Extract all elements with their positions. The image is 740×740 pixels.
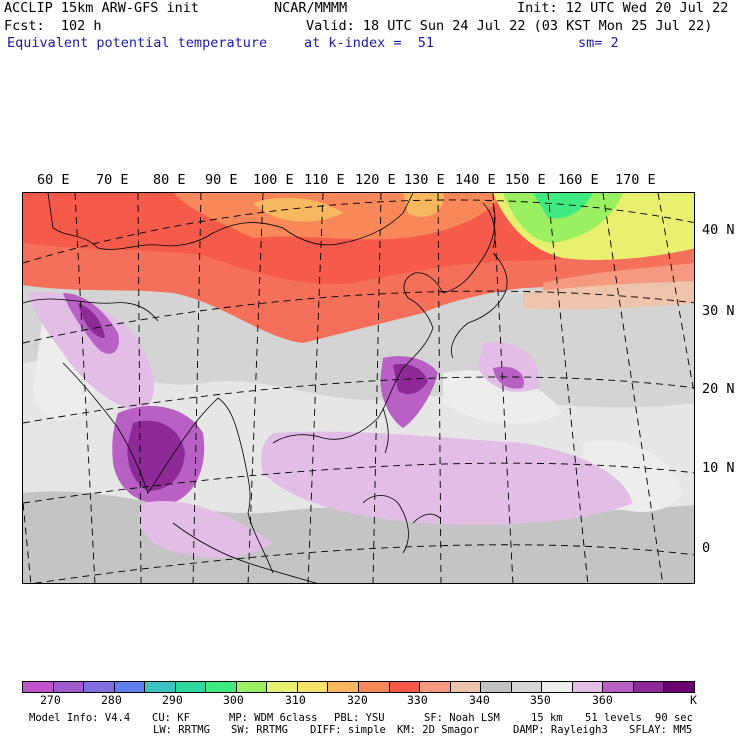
footer-timestep: 90 sec <box>655 712 693 724</box>
colorbar-label: 310 <box>285 693 306 707</box>
footer-sf: SF: Noah LSM <box>424 712 500 724</box>
lon-label: 100 E <box>253 172 294 188</box>
theta-e-map <box>22 192 695 584</box>
lon-label: 170 E <box>615 172 656 188</box>
colorbar-swatch <box>603 682 634 692</box>
lon-label: 60 E <box>37 172 70 188</box>
footer-diff: DIFF: simple <box>310 724 386 736</box>
footer-levels: 51 levels <box>585 712 642 724</box>
colorbar-swatch <box>206 682 237 692</box>
colorbar <box>22 681 695 693</box>
footer-damp: DAMP: Rayleigh3 <box>513 724 608 736</box>
colorbar-swatch <box>359 682 390 692</box>
colorbar-swatch <box>633 682 665 692</box>
colorbar-label: 280 <box>101 693 122 707</box>
forecast-hour: Fcst: 102 h <box>4 18 102 34</box>
colorbar-swatch <box>175 682 207 692</box>
colorbar-swatch <box>511 682 543 692</box>
lon-label: 120 E <box>355 172 396 188</box>
lon-label: 70 E <box>96 172 129 188</box>
lon-label: 90 E <box>205 172 238 188</box>
colorbar-label: 300 <box>223 693 244 707</box>
colorbar-label: 320 <box>347 693 368 707</box>
lon-label: 110 E <box>304 172 345 188</box>
colorbar-label: 350 <box>530 693 551 707</box>
footer-km: KM: 2D Smagor <box>397 724 480 736</box>
colorbar-swatch <box>450 682 482 692</box>
smoothing-label: sm= 2 <box>578 35 619 51</box>
valid-time: Valid: 18 UTC Sun 24 Jul 22 (03 KST Mon … <box>306 18 713 34</box>
footer-lw: LW: RRTMG <box>153 724 210 736</box>
lat-label: 10 N <box>702 460 735 476</box>
model-title: ACCLIP 15km ARW-GFS init <box>4 0 200 16</box>
footer-pbl: PBL: YSU <box>334 712 385 724</box>
lon-label: 140 E <box>455 172 496 188</box>
init-time: Init: 12 UTC Wed 20 Jul 22 <box>517 0 729 16</box>
lon-label: 80 E <box>153 172 186 188</box>
colorbar-label: 270 <box>40 693 61 707</box>
colorbar-swatch <box>84 682 115 692</box>
colorbar-unit: K <box>690 693 697 707</box>
colorbar-label: 340 <box>469 693 490 707</box>
colorbar-swatch <box>145 682 176 692</box>
field-name: Equivalent potential temperature <box>7 35 268 51</box>
lat-label: 30 N <box>702 303 735 319</box>
lat-label: 40 N <box>702 222 735 238</box>
lon-label: 130 E <box>404 172 445 188</box>
colorbar-label: 330 <box>407 693 428 707</box>
footer-model-info: Model Info: V4.4 <box>29 712 131 724</box>
colorbar-label: 290 <box>162 693 183 707</box>
colorbar-swatch <box>53 682 85 692</box>
colorbar-swatch <box>389 682 421 692</box>
footer-resolution: 15 km <box>531 712 563 724</box>
lat-label: 0 <box>702 540 711 556</box>
lon-label: 160 E <box>558 172 599 188</box>
colorbar-swatch <box>114 682 146 692</box>
colorbar-swatch <box>236 682 268 692</box>
footer-sflay: SFLAY: MM5 <box>629 724 693 736</box>
colorbar-swatch <box>328 682 360 692</box>
colorbar-swatch <box>23 682 54 692</box>
footer-sw: SW: RRTMG <box>231 724 288 736</box>
lat-label: 20 N <box>702 381 735 397</box>
colorbar-swatch <box>420 682 451 692</box>
colorbar-swatch <box>481 682 512 692</box>
colorbar-label: 360 <box>592 693 613 707</box>
footer-cu: CU: KF <box>152 712 190 724</box>
colorbar-swatch <box>297 682 329 692</box>
colorbar-swatch <box>664 682 695 692</box>
colorbar-swatch <box>542 682 573 692</box>
colorbar-swatch <box>572 682 604 692</box>
colorbar-swatch <box>267 682 298 692</box>
org-label: NCAR/MMMM <box>274 0 348 16</box>
footer-mp: MP: WDM 6class <box>229 712 318 724</box>
lon-label: 150 E <box>505 172 546 188</box>
level-label: at k-index = 51 <box>304 35 435 51</box>
